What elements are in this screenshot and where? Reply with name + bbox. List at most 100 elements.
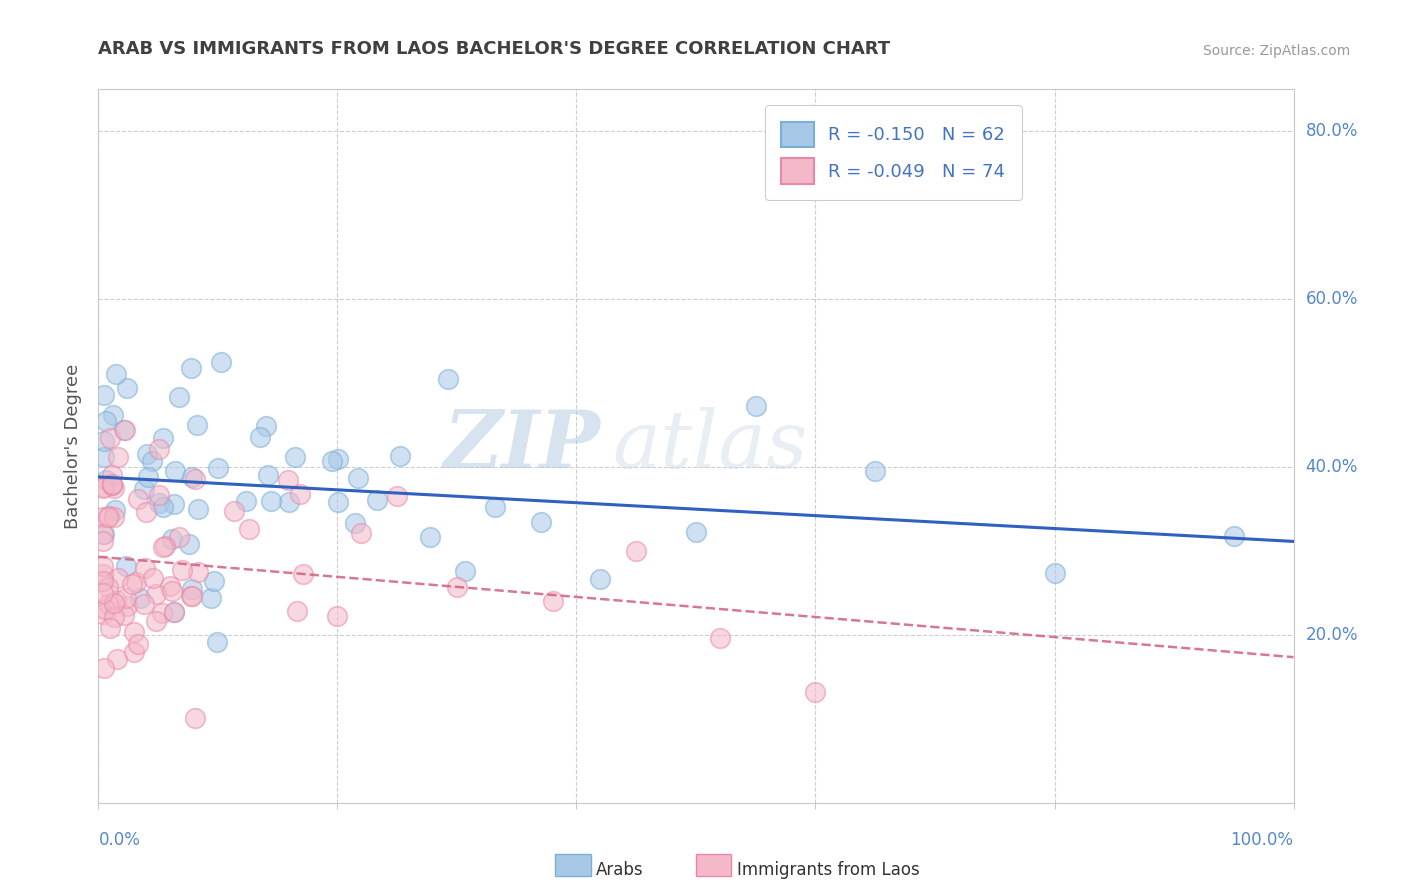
Point (152, 540, 174, 554)
Text: 40.0%: 40.0% (1305, 458, 1358, 476)
Point (93, 434, 115, 448)
Point (186, 501, 208, 516)
Point (136, 447, 159, 461)
Point (589, 572, 612, 586)
Point (127, 492, 149, 507)
Point (277, 474, 299, 488)
Point (160, 583, 183, 598)
Point (385, 489, 409, 503)
Point (148, 496, 170, 510)
Point (91, 586, 114, 600)
Point (167, 530, 190, 544)
Point (101, 468, 124, 483)
Point (292, 567, 315, 582)
Point (104, 502, 127, 516)
Point (326, 451, 349, 466)
Point (200, 591, 222, 605)
Point (97, 597, 120, 611)
Point (152, 431, 174, 445)
Point (97, 508, 120, 523)
Point (260, 494, 283, 508)
Point (145, 587, 167, 601)
Point (235, 493, 257, 508)
Point (91, 607, 114, 621)
Text: Arabs: Arabs (596, 861, 644, 879)
Point (207, 634, 229, 648)
Point (529, 516, 551, 530)
Point (93, 559, 115, 574)
Point (93, 450, 115, 464)
Point (136, 470, 159, 484)
Text: ARAB VS IMMIGRANTS FROM LAOS BACHELOR'S DEGREE CORRELATION CHART: ARAB VS IMMIGRANTS FROM LAOS BACHELOR'S … (98, 40, 890, 58)
Point (134, 561, 156, 575)
Point (107, 571, 129, 585)
Point (135, 505, 157, 519)
Point (145, 615, 167, 629)
Point (541, 594, 564, 608)
Point (148, 442, 170, 456)
Point (127, 637, 149, 651)
Text: Source: ZipAtlas.com: Source: ZipAtlas.com (1202, 44, 1350, 58)
Point (112, 607, 135, 622)
Point (624, 543, 647, 558)
Point (202, 574, 225, 588)
Point (103, 596, 125, 610)
Point (257, 468, 280, 483)
Point (446, 580, 468, 594)
Point (277, 495, 299, 509)
Point (142, 571, 165, 585)
Point (98, 431, 121, 445)
Point (184, 711, 207, 725)
Point (125, 575, 148, 590)
Point (103, 481, 125, 495)
Point (366, 492, 388, 507)
Point (132, 482, 155, 496)
Point (93, 527, 115, 541)
Point (103, 610, 125, 624)
Point (180, 582, 202, 596)
Point (132, 597, 155, 611)
Point (96, 473, 118, 487)
Point (863, 464, 886, 478)
Point (112, 423, 135, 437)
Point (804, 684, 827, 698)
Point (184, 472, 207, 486)
Point (249, 430, 271, 444)
Point (152, 500, 174, 514)
Point (163, 605, 186, 619)
Point (344, 516, 367, 530)
Point (222, 503, 245, 517)
Point (177, 537, 200, 551)
Point (169, 390, 191, 404)
Text: 60.0%: 60.0% (1305, 290, 1358, 308)
Text: Immigrants from Laos: Immigrants from Laos (737, 861, 920, 879)
Point (288, 486, 311, 500)
Point (91, 567, 114, 582)
Text: atlas: atlas (612, 408, 807, 484)
Point (105, 367, 128, 381)
Point (159, 579, 181, 593)
Point (91, 510, 114, 524)
Point (101, 478, 124, 492)
Point (91, 482, 114, 496)
Point (209, 355, 232, 369)
Point (107, 450, 129, 464)
Point (163, 497, 186, 511)
Point (105, 593, 128, 607)
Point (325, 609, 347, 624)
Point (94, 602, 117, 616)
Point (163, 605, 186, 619)
Point (115, 381, 138, 395)
Text: 80.0%: 80.0% (1305, 122, 1358, 140)
Point (100, 476, 122, 491)
Point (238, 522, 260, 536)
Point (121, 576, 143, 591)
Legend: R = -0.150   N = 62, R = -0.049   N = 74: R = -0.150 N = 62, R = -0.049 N = 74 (765, 105, 1022, 200)
Point (122, 624, 145, 639)
Point (350, 526, 373, 541)
Point (484, 500, 506, 515)
Point (207, 460, 229, 475)
Point (96, 510, 118, 524)
Point (436, 372, 458, 386)
Point (93, 387, 115, 401)
